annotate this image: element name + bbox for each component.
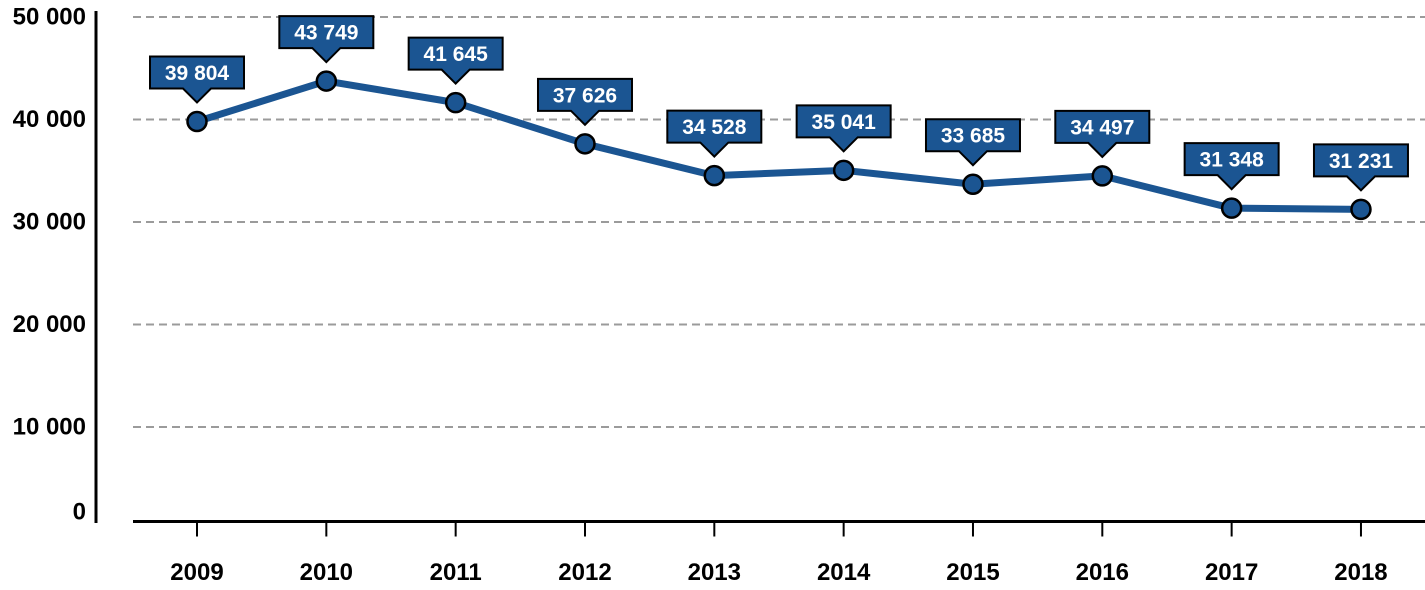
x-axis-label-2014: 2014 (817, 559, 871, 586)
x-axis-label-2013: 2013 (688, 559, 741, 586)
data-label-2018: 31 231 (1329, 150, 1394, 173)
data-label-2009: 39 804 (165, 62, 230, 85)
data-point-2010 (315, 70, 338, 92)
data-point-2011 (444, 91, 467, 114)
data-point-2018 (1350, 198, 1372, 221)
y-axis-label-30000: 30 000 (13, 209, 86, 236)
x-axis-label-2010: 2010 (300, 559, 353, 586)
x-axis-label-2016: 2016 (1076, 559, 1129, 586)
data-label-2011: 41 645 (424, 43, 489, 66)
data-label-2017: 31 348 (1200, 149, 1265, 172)
data-point-2012 (574, 133, 596, 155)
y-axis-label-0: 0 (73, 499, 86, 526)
data-label-2015: 33 685 (941, 125, 1006, 148)
data-point-2017 (1220, 197, 1243, 219)
data-label-2016: 34 497 (1070, 116, 1134, 139)
y-axis-label-20000: 20 000 (13, 311, 86, 338)
x-axis-label-2017: 2017 (1205, 559, 1258, 586)
data-label-2012: 37 626 (553, 84, 617, 107)
x-axis-label-2012: 2012 (558, 559, 611, 586)
data-label-callout-2012 (536, 77, 633, 127)
data-label-callout-2013 (666, 109, 763, 159)
data-point-2014 (832, 159, 855, 182)
y-axis-label-40000: 40 000 (13, 106, 86, 133)
x-axis-label-2015: 2015 (946, 559, 999, 586)
data-label-callout-2015 (924, 118, 1021, 167)
x-axis-label-2011: 2011 (430, 559, 482, 586)
x-axis-label-2018: 2018 (1334, 559, 1387, 586)
data-point-2013 (703, 164, 726, 187)
data-label-callout-2009 (149, 55, 245, 104)
x-axis-label-2009: 2009 (170, 559, 223, 586)
y-axis-label-10000: 10 000 (13, 414, 86, 441)
data-label-2013: 34 528 (682, 116, 747, 139)
data-point-2015 (962, 173, 984, 195)
data-label-2014: 35 041 (812, 111, 877, 134)
data-point-2016 (1091, 165, 1114, 187)
data-label-callout-2010 (278, 15, 375, 64)
y-axis-label-50000: 50 000 (13, 4, 86, 31)
data-label-callout-2014 (795, 104, 892, 153)
data-label-callout-2016 (1054, 109, 1151, 159)
data-point-2009 (186, 110, 208, 133)
data-label-callout-2017 (1183, 142, 1280, 191)
data-label-2010: 43 749 (294, 22, 358, 45)
data-label-callout-2018 (1312, 143, 1409, 192)
series-line (193, 77, 1365, 213)
data-label-callout-2011 (407, 36, 504, 86)
